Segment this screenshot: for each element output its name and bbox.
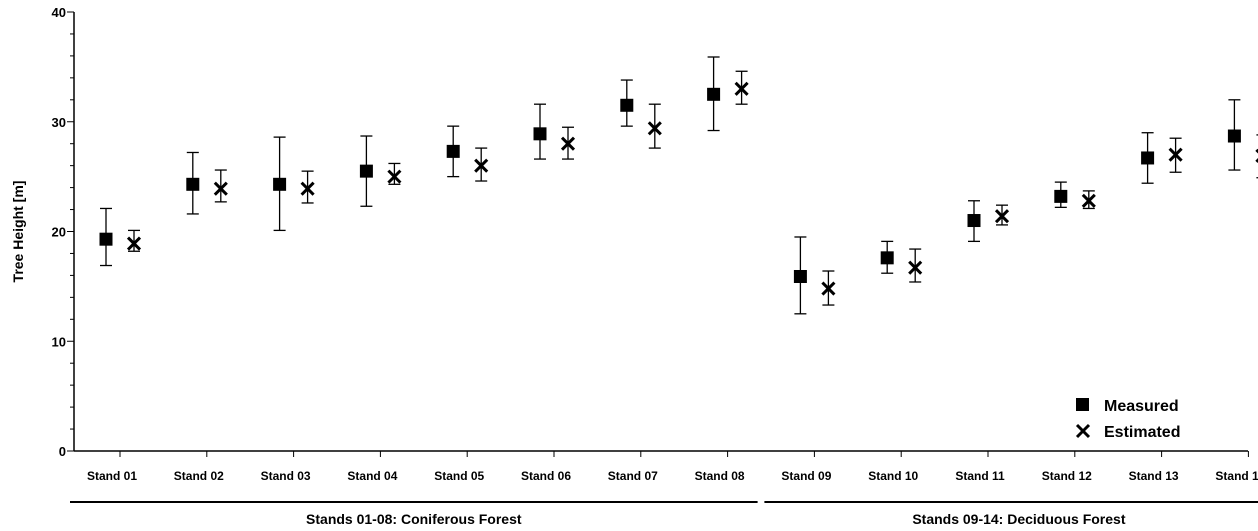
x-tick-label: Stand 12 <box>1042 469 1092 483</box>
measured-point <box>533 127 547 141</box>
x-tick-label: Stand 05 <box>434 469 484 483</box>
data-marks <box>99 56 1258 315</box>
estimated-point-stroke <box>1168 147 1183 162</box>
x-tick-label: Stand 06 <box>521 469 571 483</box>
x-tick-label: Stand 01 <box>87 469 137 483</box>
measured-point <box>446 144 460 158</box>
legend-estimated-label: Estimated <box>1104 424 1180 441</box>
axes: 0 10 20 30 40 Tree Height [m] Stand 01 Stand 02… <box>10 5 1258 483</box>
estimated-point <box>647 121 662 136</box>
estimated-point-stroke <box>213 181 228 196</box>
x-tick-label: Stand 10 <box>868 469 918 483</box>
x-tick-label: Stand 11 <box>955 469 1005 483</box>
y-tick-label: 40 <box>52 5 66 20</box>
estimated-point-stroke <box>126 236 142 251</box>
measured-point <box>359 164 373 178</box>
measured-point <box>793 269 807 283</box>
estimated-point <box>994 209 1010 224</box>
estimated-point <box>300 181 315 196</box>
measured-point <box>1227 129 1241 143</box>
group-label: Stands 01-08: Coniferous Forest <box>306 511 522 527</box>
y-tick-label: 20 <box>52 225 66 240</box>
estimated-point-stroke <box>734 81 749 96</box>
group-label: Stands 09-14: Deciduous Forest <box>912 511 1126 527</box>
estimated-point <box>126 236 142 251</box>
measured-point <box>1141 151 1155 165</box>
group-annotations: Stands 01-08: Coniferous Forest Stands 09… <box>70 501 1258 527</box>
estimated-point-stroke <box>560 136 576 151</box>
x-tick-label: Stand 03 <box>261 469 311 483</box>
x-tick-label: Stand 02 <box>174 469 224 483</box>
x-tick-label: Stand 14 <box>1215 469 1258 483</box>
estimated-point <box>387 169 402 184</box>
measured-point <box>273 177 287 191</box>
estimated-point-stroke <box>647 121 662 136</box>
estimated-point-stroke <box>994 209 1010 224</box>
estimated-point <box>1168 147 1183 162</box>
x-tick-label: Stand 08 <box>695 469 745 483</box>
estimated-point-stroke <box>300 181 315 196</box>
estimated-point <box>908 260 923 275</box>
measured-point <box>880 251 894 265</box>
estimated-point-stroke <box>387 169 402 184</box>
estimated-point <box>474 158 489 173</box>
measured-point <box>1054 189 1068 203</box>
legend-measured-label: Measured <box>1104 398 1179 415</box>
y-tick-label: 10 <box>52 334 66 349</box>
legend: Measured Estimated <box>1075 398 1180 441</box>
estimated-point-stroke <box>821 281 836 296</box>
estimated-point <box>734 81 749 96</box>
estimated-point <box>1081 193 1096 208</box>
estimated-point-stroke <box>1081 193 1096 208</box>
y-tick-label: 0 <box>59 444 66 459</box>
measured-point <box>967 214 981 228</box>
legend-estimated-marker <box>1075 423 1091 439</box>
x-tick-label: Stand 07 <box>608 469 658 483</box>
measured-point <box>186 177 200 191</box>
measured-point <box>707 87 721 101</box>
estimated-point <box>821 281 836 296</box>
measured-point <box>99 232 113 246</box>
y-axis-label: Tree Height [m] <box>10 181 26 283</box>
x-tick-label: Stand 13 <box>1129 469 1179 483</box>
legend-measured-marker <box>1076 398 1089 411</box>
measured-point <box>620 98 634 112</box>
estimated-point-stroke <box>908 260 923 275</box>
legend-estimated-stroke <box>1075 423 1091 439</box>
estimated-point <box>213 181 228 196</box>
estimated-point <box>560 136 576 151</box>
x-tick-label: Stand 09 <box>781 469 831 483</box>
x-tick-label: Stand 04 <box>347 469 397 483</box>
y-tick-label: 30 <box>52 115 66 130</box>
estimated-point-stroke <box>474 158 489 173</box>
